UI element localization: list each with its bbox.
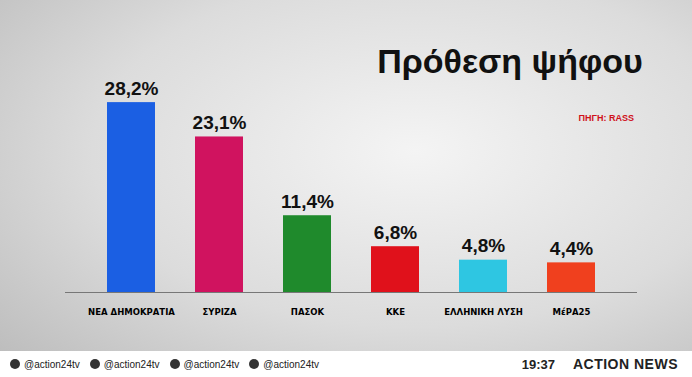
svg-text:23,1%: 23,1% [193, 112, 247, 133]
html-text:ACTION NEWS: ACTION NEWS [572, 356, 678, 372]
svg-text:ΝΕΑ ΔΗΜΟΚΡΑΤΙΑ: ΝΕΑ ΔΗΜΟΚΡΑΤΙΑ [88, 307, 175, 317]
html-text:Πρόθεση ψήφου: Πρόθεση ψήφου [377, 42, 643, 80]
svg-text:6,8%: 6,8% [374, 222, 417, 243]
svg-text:11,4%: 11,4% [281, 191, 334, 212]
svg-text:ΠΑΣΟΚ: ΠΑΣΟΚ [291, 307, 325, 317]
svg-text:ΚΚΕ: ΚΚΕ [386, 307, 405, 317]
html-text:@action24tv: @action24tv [183, 358, 240, 370]
svg-text:ΣΥΡΙΖΑ: ΣΥΡΙΖΑ [202, 307, 237, 317]
svg-text:4,4%: 4,4% [550, 238, 593, 259]
html-text:@action24tv: @action24tv [24, 358, 80, 370]
html-text:@action24tv: @action24tv [103, 358, 160, 370]
svg-text:4,8%: 4,8% [462, 235, 505, 256]
svg-text:28,2%: 28,2% [105, 78, 159, 99]
svg-text:ΕΛΛΗΝΙΚΗ ΛΥΣΗ: ΕΛΛΗΝΙΚΗ ΛΥΣΗ [444, 307, 523, 317]
html-text:19:37: 19:37 [521, 356, 555, 372]
html-text:ΠΗΓΗ: RASS: ΠΗΓΗ: RASS [578, 113, 634, 123]
svg-text:ΜέΡΑ25: ΜέΡΑ25 [553, 307, 591, 317]
html-text:@action24tv: @action24tv [263, 358, 319, 370]
